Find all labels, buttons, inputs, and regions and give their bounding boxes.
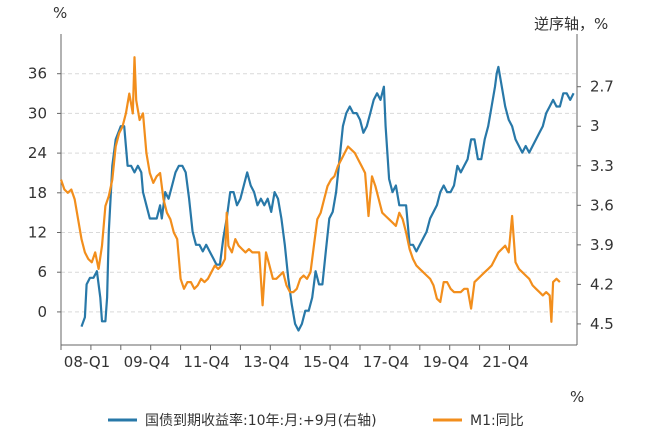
series-line-m1	[59, 56, 561, 323]
right-tick-label: 4.2	[590, 275, 614, 293]
right-tick-label: 4.5	[590, 315, 614, 333]
legend: 国债到期收益率:10年:月:+9月(右轴) M1:同比	[108, 412, 524, 429]
right-axis-ticks: 2.7 3 3.3 3.6 3.9 4.2 4.5	[577, 78, 614, 333]
x-tick-label: 19-Q4	[423, 353, 469, 371]
left-tick-label: 0	[37, 303, 47, 321]
left-tick-label: 30	[28, 104, 47, 122]
right-tick-label: 3.9	[590, 236, 614, 254]
right-tick-label: 2.7	[590, 78, 614, 96]
x-tick-label: 15-Q4	[303, 353, 349, 371]
x-tick-label: 11-Q4	[183, 353, 229, 371]
legend-label-bond-yield: 国债到期收益率:10年:月:+9月(右轴)	[145, 412, 377, 429]
right-tick-label: 3.6	[590, 196, 614, 214]
x-tick-label: 08-Q1	[64, 353, 110, 371]
x-tick-label: 17-Q4	[363, 353, 409, 371]
series-line-bond-yield	[80, 65, 575, 332]
left-tick-label: 24	[28, 144, 47, 162]
right-tick-label: 3.3	[590, 157, 614, 175]
legend-label-m1: M1:同比	[470, 413, 524, 429]
bottom-unit-label: %	[570, 388, 584, 406]
series-lines	[59, 56, 575, 332]
axes	[60, 34, 578, 346]
x-axis-ticks: 08-Q1 09-Q4 11-Q4 13-Q4 15-Q4 17-Q4 19-Q4 21-Q4	[60, 345, 529, 371]
left-unit-label: %	[53, 4, 67, 22]
left-tick-label: 36	[28, 65, 47, 83]
left-tick-label: 6	[37, 263, 47, 281]
left-tick-label: 18	[28, 184, 47, 202]
x-tick-label: 09-Q4	[124, 353, 170, 371]
left-axis-ticks: 36 30 24 18 12 6 0	[28, 65, 61, 321]
right-tick-label: 3	[590, 117, 600, 135]
left-tick-label: 12	[28, 224, 47, 242]
x-tick-label: 21-Q4	[482, 353, 528, 371]
x-tick-label: 13-Q4	[243, 353, 289, 371]
right-unit-label: 逆序轴，%	[534, 15, 608, 33]
